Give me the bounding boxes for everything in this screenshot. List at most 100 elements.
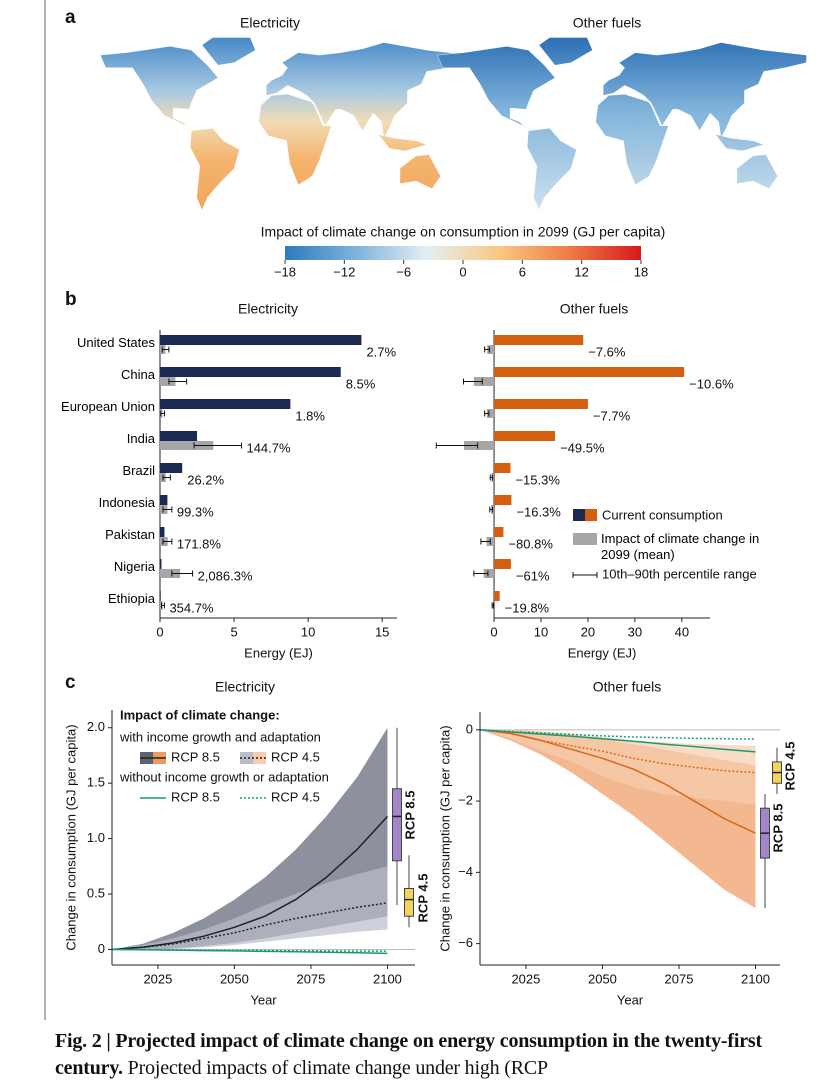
change-label: 2.7%: [366, 344, 396, 359]
error-bar: [489, 474, 494, 481]
category-label-box: Nigeria: [114, 559, 155, 574]
legend-label: Current consumption: [602, 507, 723, 522]
change-label: −7.7%: [593, 408, 631, 423]
bar: [486, 409, 495, 418]
bar: [473, 377, 495, 386]
error-bar: [435, 442, 479, 449]
bar: [160, 367, 341, 377]
panel-label: b: [65, 289, 77, 310]
x-tick-label: 0: [490, 624, 497, 639]
change-label: 1.8%: [295, 408, 325, 423]
legend-label: RCP 4.5: [271, 749, 320, 764]
x-tick-label: 10: [534, 624, 548, 639]
y-axis-label: Change in consumption (GJ per capita): [63, 724, 78, 950]
map-land: [201, 37, 256, 66]
legend-label: 10th–90th percentile range: [602, 566, 757, 581]
y-tick-label: 0.5: [87, 885, 105, 900]
error-bar: [162, 474, 171, 481]
error-bar: [473, 570, 489, 577]
bar: [160, 495, 168, 505]
change-label: −61%: [516, 568, 550, 583]
legend-label: RCP 8.5: [171, 749, 220, 764]
y-tick-label: 1.5: [87, 775, 105, 790]
error-bar: [162, 506, 173, 513]
category-label: Pakistan: [105, 526, 155, 542]
bar: [494, 559, 511, 569]
map-title: Other fuels: [573, 15, 641, 31]
caption-box: Fig. 2 | Projected impact of climate cha…: [55, 1028, 795, 1082]
bar: [494, 335, 584, 345]
x-axis-label: Year: [250, 992, 277, 1007]
error-bar: [491, 602, 495, 609]
bar: [494, 463, 511, 473]
y-axis-label: Change in consumption (GJ per capita): [437, 725, 452, 951]
y-tick-label: 1.0: [87, 830, 105, 845]
legend-swatch: [573, 509, 585, 521]
x-tick-label: 40: [675, 624, 689, 639]
bar: [160, 399, 291, 409]
x-tick-label: 2075: [296, 971, 325, 986]
legend-group: without income growth or adaptation: [119, 769, 329, 784]
caption-text: Projected impacts of climate change unde…: [127, 1057, 548, 1079]
x-tick-label: 2100: [373, 971, 402, 986]
chart-title: Electricity: [238, 301, 298, 317]
category-label: Indonesia: [98, 494, 155, 510]
map-land: [715, 134, 765, 152]
y-tick-label: 0: [466, 721, 473, 736]
bar: [160, 441, 214, 450]
panel-label: c: [65, 672, 76, 693]
colorbar-tick-label: −12: [333, 264, 355, 279]
x-tick-label: 2025: [143, 971, 172, 986]
error-bar: [168, 378, 188, 385]
box: [404, 888, 414, 917]
y-tick-label: 2.0: [87, 719, 105, 734]
band: [480, 729, 756, 805]
change-label: 2,086.3%: [198, 568, 253, 583]
colorbar-tick-label: −18: [274, 264, 296, 279]
bar: [483, 569, 495, 578]
bar: [494, 431, 556, 441]
x-tick-label: 2050: [588, 971, 617, 986]
map-land: [595, 93, 669, 186]
x-tick-label: 2050: [220, 971, 249, 986]
bar: [494, 591, 500, 601]
category-label: Brazil: [122, 462, 155, 478]
x-axis-label: Energy (EJ): [568, 645, 637, 660]
panel-label: a: [65, 7, 76, 28]
category-label-box: Ethiopia: [108, 590, 155, 606]
legend-label: RCP 4.5: [271, 789, 320, 804]
map-land: [190, 127, 240, 211]
legend-label: Impact of climate change in 2099 (mean): [601, 531, 760, 562]
category-label: Ethiopia: [108, 590, 155, 606]
x-tick-label: 30: [628, 624, 642, 639]
bar: [160, 335, 362, 345]
map-land: [266, 42, 470, 139]
category-label-box: United States: [77, 335, 155, 350]
bar: [494, 367, 685, 377]
error-bar: [484, 410, 490, 417]
map-title: Electricity: [240, 15, 300, 31]
category-label-box: China: [121, 367, 155, 382]
caption: Fig. 2 | Projected impact of climate cha…: [55, 1028, 795, 1082]
line: [479, 729, 756, 774]
error-bar: [463, 378, 483, 385]
bar: [160, 463, 183, 473]
chart-title: Other fuels: [560, 301, 628, 317]
legend-swatch: [240, 752, 253, 764]
category-label-box: European Union: [61, 398, 155, 414]
colorbar: [285, 246, 641, 260]
bar: [160, 431, 198, 441]
x-tick-label: 5: [230, 624, 237, 639]
change-label: −16.3%: [516, 504, 561, 519]
y-tick-label: 0: [98, 941, 105, 956]
change-label: 144.7%: [246, 440, 291, 455]
chart-title: Other fuels: [593, 679, 661, 695]
x-tick-label: 15: [375, 624, 389, 639]
box: [392, 788, 402, 862]
chart-title: Electricity: [215, 679, 275, 695]
box-label: RCP 4.5: [782, 742, 797, 791]
legend-group: with income growth and adaptation: [119, 729, 321, 744]
change-label: 8.5%: [346, 376, 376, 391]
category-label: European Union: [61, 398, 155, 414]
